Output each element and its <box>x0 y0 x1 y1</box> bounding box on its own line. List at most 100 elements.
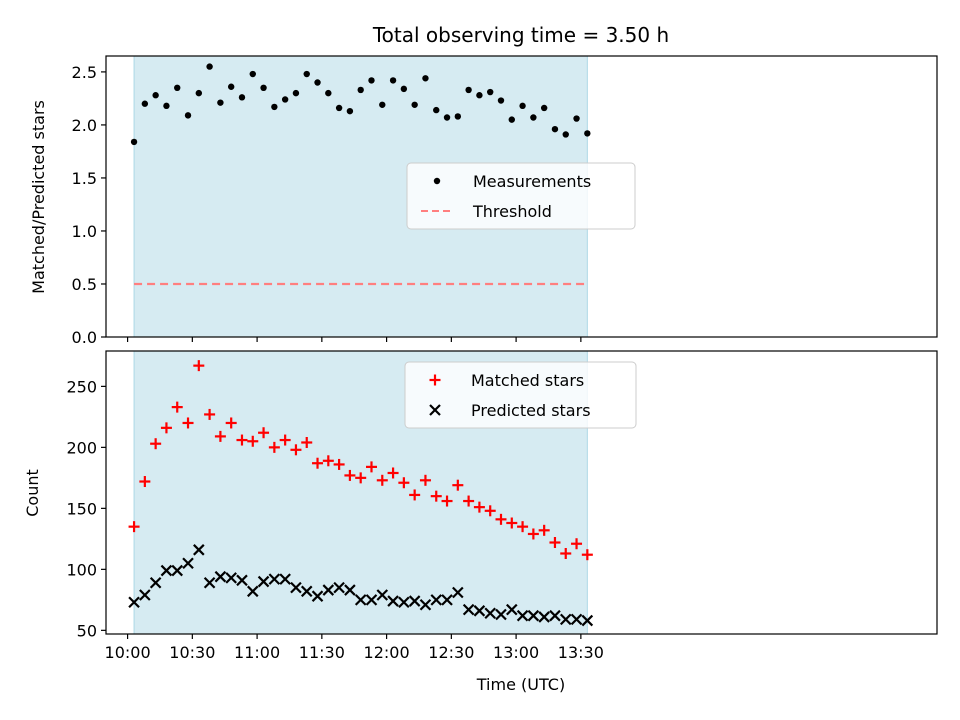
measurements-point <box>130 138 138 146</box>
matched-stars-point <box>333 458 345 470</box>
predicted-stars-point <box>473 605 486 617</box>
x-tick-label: 13:00 <box>493 643 539 662</box>
bottom-x-ticks: 10:00 10:30 11:00 11:30 12:00 12:30 13:00 13:30 <box>105 634 604 662</box>
predicted-stars-point <box>193 544 205 556</box>
measurements-point <box>411 101 418 108</box>
top-panel: 0.0 0.5 1.0 1.5 2.0 2.5 Matched/Predicted sta… <box>29 55 938 347</box>
top-y-axis-label: Matched/Predicted stars <box>29 100 48 294</box>
predicted-stars-point <box>570 613 583 626</box>
top-y-tick-label: 2.0 <box>72 116 97 135</box>
predicted-stars-point <box>268 573 281 585</box>
predicted-stars-point <box>149 576 162 589</box>
matched-stars-point <box>430 490 442 502</box>
matched-stars-point <box>527 528 539 540</box>
matched-stars-point <box>322 455 334 467</box>
predicted-stars-point <box>171 564 184 577</box>
measurements-point <box>152 92 159 99</box>
measurements-point <box>195 89 203 97</box>
bottom-axes-frame <box>105 350 938 635</box>
bottom-data-marks <box>128 360 594 627</box>
measurements-point <box>260 84 267 92</box>
measurements-point <box>465 86 472 94</box>
bottom-y-tick-label: 150 <box>66 499 97 518</box>
matched-stars-point <box>387 467 399 479</box>
bottom-legend-box <box>404 361 637 429</box>
x-tick-label: 10:00 <box>105 643 151 662</box>
matched-stars-point <box>171 401 183 413</box>
predicted-stars-point <box>279 573 291 585</box>
matched-stars-point <box>419 474 431 486</box>
matched-stars-point <box>214 430 226 442</box>
predicted-stars-point <box>203 576 216 589</box>
bottom-y-ticks: 50 100 150 200 250 <box>66 377 106 640</box>
bottom-y-tick-label: 250 <box>66 377 97 396</box>
matched-stars-point <box>247 435 259 447</box>
predicted-stars-point <box>527 609 540 622</box>
measurements-point <box>174 84 181 92</box>
matched-stars-point <box>495 513 507 525</box>
predicted-stars-point <box>246 585 259 598</box>
matched-stars-point <box>484 505 496 517</box>
top-y-tick-label: 0.0 <box>72 328 97 347</box>
matched-stars-point <box>506 517 518 529</box>
matched-stars-point <box>258 427 270 439</box>
bottom-y-tick-label: 50 <box>77 621 97 640</box>
bottom-panel: 50 100 150 200 250 10:00 10:30 11:00 11:30 12:00… <box>23 350 938 694</box>
measurements-point <box>303 70 310 78</box>
matched-stars-point <box>560 547 572 559</box>
bottom-legend-label: Predicted stars <box>471 401 591 420</box>
measurements-point <box>314 79 321 86</box>
matched-stars-point <box>193 360 205 372</box>
x-tick-label: 11:30 <box>299 643 345 662</box>
measurements-point <box>422 75 429 82</box>
matched-stars-point <box>150 438 162 450</box>
measurements-point <box>368 77 375 84</box>
predicted-stars-point <box>441 594 453 606</box>
predicted-stars-point <box>581 614 594 627</box>
measurements-point <box>325 89 332 97</box>
matched-stars-point <box>225 417 237 429</box>
predicted-stars-point <box>495 608 507 621</box>
matched-stars-point <box>160 422 172 434</box>
matched-stars-point <box>204 408 216 420</box>
predicted-stars-point <box>236 574 248 587</box>
bottom-y-tick-label: 200 <box>66 438 97 457</box>
measurements-point <box>346 107 354 115</box>
predicted-stars-point <box>139 589 151 601</box>
measurements-point <box>497 97 505 104</box>
measurements-point <box>551 125 559 133</box>
matched-stars-point <box>279 434 291 446</box>
predicted-stars-point <box>354 594 367 606</box>
bottom-legend-label: Matched stars <box>471 371 584 390</box>
measurements-point <box>540 104 548 112</box>
bottom-y-tick-label: 100 <box>66 560 97 579</box>
predicted-stars-point <box>160 564 173 577</box>
measurements-point <box>271 103 278 111</box>
matched-stars-point <box>312 457 324 469</box>
measurements-point <box>184 112 192 119</box>
measurements-point <box>519 102 526 110</box>
measurements-point <box>379 101 386 108</box>
measurements-point <box>487 88 494 96</box>
measurements-point <box>433 106 440 114</box>
top-legend-label: Threshold <box>472 202 552 221</box>
predicted-stars-point <box>311 590 324 602</box>
measurements-point <box>530 114 537 121</box>
top-y-tick-label: 0.5 <box>72 275 97 294</box>
top-legend: Measurements Threshold <box>406 162 636 230</box>
measurements-point <box>443 114 451 121</box>
predicted-stars-point <box>300 585 313 598</box>
predicted-stars-point <box>549 609 561 622</box>
top-axes-frame <box>105 55 938 338</box>
matched-stars-point <box>236 434 248 446</box>
predicted-stars-point <box>559 613 572 626</box>
predicted-stars-point <box>376 589 389 601</box>
predicted-stars-point <box>516 609 529 622</box>
bottom-legend-marker <box>429 404 441 416</box>
matched-stars-point <box>549 537 561 549</box>
top-data-marks <box>130 63 591 286</box>
measurements-point <box>141 100 149 107</box>
measurements-point <box>389 77 397 84</box>
matched-stars-point <box>365 461 377 473</box>
x-tick-label: 12:00 <box>364 643 410 662</box>
